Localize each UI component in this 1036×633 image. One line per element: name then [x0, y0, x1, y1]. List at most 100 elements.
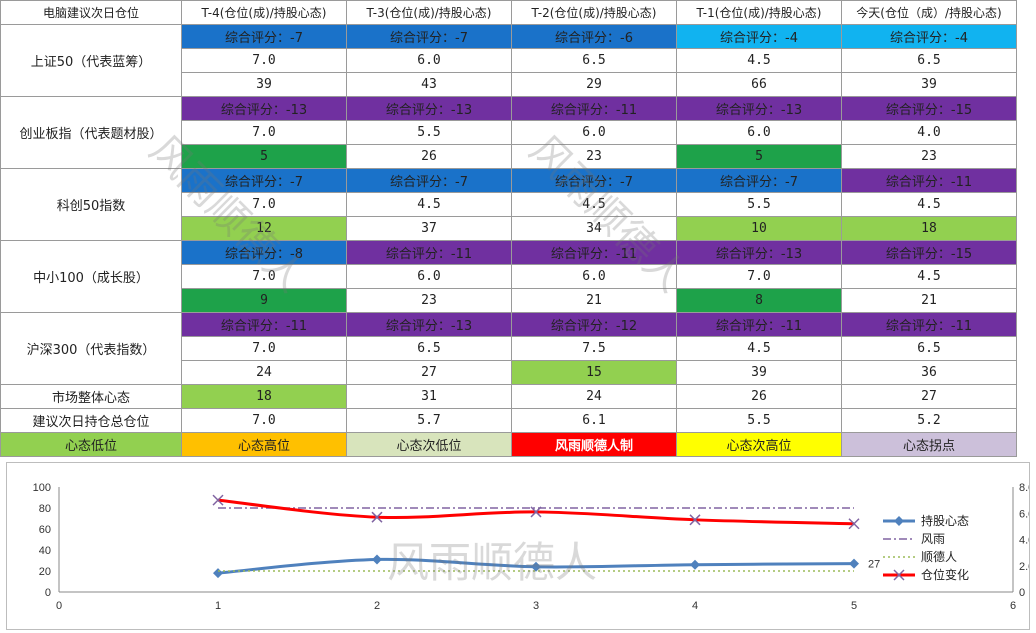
position-cell[interactable]: 7.0 — [181, 336, 347, 361]
header-cell-5[interactable]: 今天(仓位（成）/持股心态) — [841, 0, 1017, 25]
market-mood-cell[interactable]: 31 — [346, 384, 512, 409]
mood-cell[interactable]: 36 — [841, 360, 1017, 385]
score-cell[interactable]: 综合评分：-15 — [841, 240, 1017, 265]
score-cell[interactable]: 综合评分：-7 — [511, 168, 677, 193]
mood-cell[interactable]: 23 — [511, 144, 677, 169]
score-cell[interactable]: 综合评分：-8 — [181, 240, 347, 265]
position-cell[interactable]: 4.0 — [841, 120, 1017, 145]
mood-cell[interactable]: 66 — [676, 72, 842, 97]
legend-cell[interactable]: 心态次低位 — [346, 432, 512, 457]
mood-cell[interactable]: 18 — [841, 216, 1017, 241]
mood-cell[interactable]: 27 — [346, 360, 512, 385]
index-name[interactable]: 上证50（代表蓝筹） — [0, 24, 182, 97]
suggested-cell[interactable]: 5.2 — [841, 408, 1017, 433]
header-cell-3[interactable]: T-2(仓位(成)/持股心态) — [511, 0, 677, 25]
score-cell[interactable]: 综合评分：-11 — [181, 312, 347, 337]
mood-cell[interactable]: 15 — [511, 360, 677, 385]
mood-cell[interactable]: 23 — [346, 288, 512, 313]
position-cell[interactable]: 7.0 — [181, 120, 347, 145]
position-cell[interactable]: 7.0 — [676, 264, 842, 289]
mood-cell[interactable]: 39 — [841, 72, 1017, 97]
position-cell[interactable]: 4.5 — [511, 192, 677, 217]
position-cell[interactable]: 5.5 — [676, 192, 842, 217]
score-cell[interactable]: 综合评分：-7 — [181, 168, 347, 193]
mood-cell[interactable]: 5 — [181, 144, 347, 169]
mood-cell[interactable]: 9 — [181, 288, 347, 313]
mood-cell[interactable]: 21 — [511, 288, 677, 313]
suggested-cell[interactable]: 6.1 — [511, 408, 677, 433]
position-cell[interactable]: 4.5 — [676, 336, 842, 361]
score-cell[interactable]: 综合评分：-13 — [676, 96, 842, 121]
position-cell[interactable]: 7.0 — [181, 264, 347, 289]
score-cell[interactable]: 综合评分：-11 — [511, 96, 677, 121]
legend-cell[interactable]: 心态拐点 — [841, 432, 1017, 457]
score-cell[interactable]: 综合评分：-13 — [346, 312, 512, 337]
score-cell[interactable]: 综合评分：-11 — [841, 312, 1017, 337]
mood-cell[interactable]: 21 — [841, 288, 1017, 313]
mood-cell[interactable]: 23 — [841, 144, 1017, 169]
mood-cell[interactable]: 34 — [511, 216, 677, 241]
mood-cell[interactable]: 10 — [676, 216, 842, 241]
index-name[interactable]: 沪深300（代表指数） — [0, 312, 182, 385]
suggested-cell[interactable]: 7.0 — [181, 408, 347, 433]
legend-cell[interactable]: 风雨顺德人制 — [511, 432, 677, 457]
score-cell[interactable]: 综合评分：-11 — [511, 240, 677, 265]
mood-cell[interactable]: 39 — [181, 72, 347, 97]
market-mood-cell[interactable]: 26 — [676, 384, 842, 409]
position-cell[interactable]: 6.0 — [346, 264, 512, 289]
mood-cell[interactable]: 8 — [676, 288, 842, 313]
index-name[interactable]: 创业板指（代表题材股） — [0, 96, 182, 169]
index-name[interactable]: 科创50指数 — [0, 168, 182, 241]
header-cell-4[interactable]: T-1(仓位(成)/持股心态) — [676, 0, 842, 25]
position-cell[interactable]: 7.5 — [511, 336, 677, 361]
mood-cell[interactable]: 5 — [676, 144, 842, 169]
suggested-cell[interactable]: 5.5 — [676, 408, 842, 433]
mood-cell[interactable]: 37 — [346, 216, 512, 241]
position-cell[interactable]: 6.5 — [511, 48, 677, 73]
position-cell[interactable]: 4.5 — [841, 264, 1017, 289]
score-cell[interactable]: 综合评分：-13 — [346, 96, 512, 121]
market-mood-label[interactable]: 市场整体心态 — [0, 384, 182, 409]
score-cell[interactable]: 综合评分：-11 — [346, 240, 512, 265]
position-cell[interactable]: 6.5 — [841, 336, 1017, 361]
mood-cell[interactable]: 24 — [181, 360, 347, 385]
score-cell[interactable]: 综合评分：-7 — [181, 24, 347, 49]
position-cell[interactable]: 6.0 — [346, 48, 512, 73]
mood-cell[interactable]: 43 — [346, 72, 512, 97]
suggested-cell[interactable]: 5.7 — [346, 408, 512, 433]
header-cell-1[interactable]: T-4(仓位(成)/持股心态) — [181, 0, 347, 25]
position-cell[interactable]: 7.0 — [181, 192, 347, 217]
position-cell[interactable]: 4.5 — [841, 192, 1017, 217]
position-cell[interactable]: 4.5 — [676, 48, 842, 73]
header-cell-2[interactable]: T-3(仓位(成)/持股心态) — [346, 0, 512, 25]
mood-cell[interactable]: 26 — [346, 144, 512, 169]
position-cell[interactable]: 6.0 — [676, 120, 842, 145]
score-cell[interactable]: 综合评分：-6 — [511, 24, 677, 49]
market-mood-cell[interactable]: 24 — [511, 384, 677, 409]
score-cell[interactable]: 综合评分：-7 — [346, 24, 512, 49]
mood-cell[interactable]: 12 — [181, 216, 347, 241]
legend-cell[interactable]: 心态低位 — [0, 432, 182, 457]
position-cell[interactable]: 7.0 — [181, 48, 347, 73]
score-cell[interactable]: 综合评分：-13 — [676, 240, 842, 265]
suggested-label[interactable]: 建议次日持仓总仓位 — [0, 408, 182, 433]
mood-cell[interactable]: 39 — [676, 360, 842, 385]
position-cell[interactable]: 5.5 — [346, 120, 512, 145]
score-cell[interactable]: 综合评分：-4 — [841, 24, 1017, 49]
score-cell[interactable]: 综合评分：-15 — [841, 96, 1017, 121]
market-mood-cell[interactable]: 27 — [841, 384, 1017, 409]
mood-cell[interactable]: 29 — [511, 72, 677, 97]
market-mood-cell[interactable]: 18 — [181, 384, 347, 409]
score-cell[interactable]: 综合评分：-4 — [676, 24, 842, 49]
index-name[interactable]: 中小100（成长股） — [0, 240, 182, 313]
score-cell[interactable]: 综合评分：-12 — [511, 312, 677, 337]
legend-cell[interactable]: 心态次高位 — [676, 432, 842, 457]
legend-cell[interactable]: 心态高位 — [181, 432, 347, 457]
header-cell-0[interactable]: 电脑建议次日仓位 — [0, 0, 182, 25]
score-cell[interactable]: 综合评分：-13 — [181, 96, 347, 121]
position-cell[interactable]: 4.5 — [346, 192, 512, 217]
position-cell[interactable]: 6.0 — [511, 264, 677, 289]
score-cell[interactable]: 综合评分：-7 — [676, 168, 842, 193]
score-cell[interactable]: 综合评分：-7 — [346, 168, 512, 193]
position-cell[interactable]: 6.5 — [346, 336, 512, 361]
